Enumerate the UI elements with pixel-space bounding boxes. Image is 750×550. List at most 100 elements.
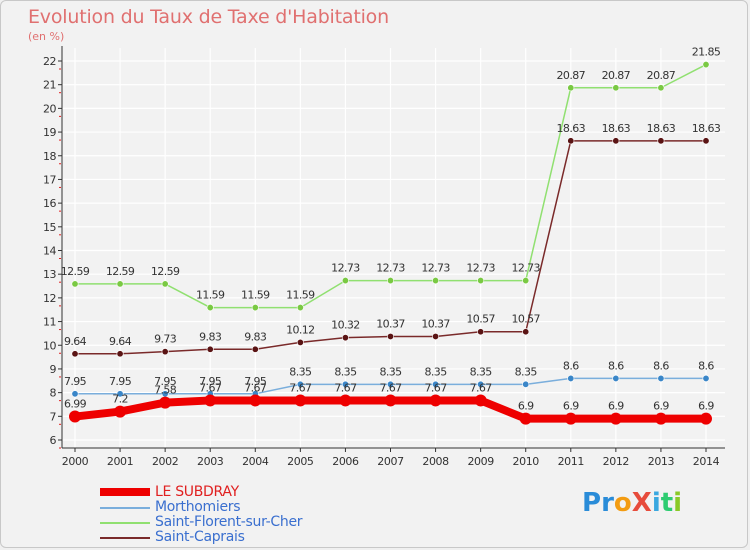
data-point xyxy=(702,374,710,382)
data-point xyxy=(654,412,667,425)
data-label: 7.67 xyxy=(289,381,312,394)
data-label: 8.35 xyxy=(289,365,312,378)
data-point xyxy=(251,304,259,312)
data-point xyxy=(474,394,487,407)
data-label: 10.57 xyxy=(511,313,540,326)
data-label: 8.35 xyxy=(470,365,493,378)
data-label: 8.35 xyxy=(379,365,402,378)
data-label: 6.99 xyxy=(64,398,87,411)
data-point xyxy=(567,84,575,92)
data-label: 7.95 xyxy=(244,375,267,388)
data-point xyxy=(114,405,127,418)
y-tick-label: 12 xyxy=(43,292,56,305)
y-tick-label: 9 xyxy=(50,363,57,376)
x-tick-label: 2005 xyxy=(287,455,314,468)
x-tick-label: 2009 xyxy=(467,455,494,468)
chart-subtitle: (en %) xyxy=(28,30,65,43)
data-point xyxy=(702,61,710,69)
y-tick-label: 22 xyxy=(43,55,56,68)
data-point xyxy=(204,394,217,407)
data-label: 7.2 xyxy=(112,393,128,406)
data-label: 8.6 xyxy=(563,359,579,372)
data-label: 12.73 xyxy=(511,262,540,275)
data-point xyxy=(384,394,397,407)
data-label: 18.63 xyxy=(647,122,676,135)
x-tick-label: 2011 xyxy=(558,455,584,468)
data-point xyxy=(522,277,530,285)
x-tick-label: 2001 xyxy=(107,455,133,468)
y-tick-label: 13 xyxy=(43,268,56,281)
logo-letter: P xyxy=(582,488,602,518)
data-label: 7.95 xyxy=(109,375,132,388)
data-point xyxy=(71,390,79,398)
legend: LE SUBDRAY Morthomiers Saint-Florent-sur-C… xyxy=(100,485,400,545)
legend-swatch xyxy=(100,507,150,509)
data-point xyxy=(386,380,394,388)
data-label: 9.64 xyxy=(64,335,87,348)
data-point xyxy=(206,304,214,312)
data-label: 7.67 xyxy=(199,381,222,394)
data-point xyxy=(386,332,394,340)
data-label: 9.64 xyxy=(109,335,132,348)
data-label: 12.73 xyxy=(421,262,450,275)
data-label: 11.59 xyxy=(286,289,315,302)
data-label: 20.87 xyxy=(647,69,676,82)
data-point xyxy=(294,394,307,407)
data-point xyxy=(477,380,485,388)
logo-letter: o xyxy=(613,488,632,518)
data-label: 12.59 xyxy=(106,265,135,278)
x-tick-label: 2013 xyxy=(648,455,675,468)
y-tick-label: 20 xyxy=(43,102,56,115)
data-point xyxy=(161,280,169,288)
data-label: 12.59 xyxy=(61,265,90,278)
data-point xyxy=(71,350,79,358)
data-point xyxy=(522,380,530,388)
y-tick-label: 18 xyxy=(43,150,56,163)
data-label: 20.87 xyxy=(557,69,586,82)
data-label: 11.59 xyxy=(241,289,270,302)
data-point xyxy=(612,84,620,92)
data-label: 7.67 xyxy=(425,381,448,394)
logo-letter: X xyxy=(631,488,652,518)
data-point xyxy=(116,350,124,358)
x-tick-label: 2012 xyxy=(603,455,629,468)
series-layer xyxy=(69,61,712,425)
data-point xyxy=(341,334,349,342)
data-label: 10.37 xyxy=(421,317,450,330)
proxiti-logo: ProXiti xyxy=(582,488,682,518)
legend-item: Morthomiers xyxy=(100,500,400,515)
data-label: 9.83 xyxy=(199,330,222,343)
data-label: 20.87 xyxy=(602,69,631,82)
data-point xyxy=(609,412,622,425)
data-label: 18.63 xyxy=(692,122,721,135)
data-label: 7.95 xyxy=(154,375,177,388)
data-point xyxy=(657,84,665,92)
data-label: 8.35 xyxy=(425,365,448,378)
data-label: 9.83 xyxy=(244,330,267,343)
data-point xyxy=(612,374,620,382)
data-point xyxy=(657,137,665,145)
data-label: 18.63 xyxy=(602,122,631,135)
data-label: 8.35 xyxy=(515,365,538,378)
data-point xyxy=(612,137,620,145)
data-point xyxy=(522,328,530,336)
data-label: 7.95 xyxy=(199,375,222,388)
data-label-layer: 12.59 12.59 12.59 11.59 11.59 11.59 12.73 12.73… xyxy=(61,46,722,413)
data-label: 18.63 xyxy=(557,122,586,135)
data-label: 7.95 xyxy=(64,375,87,388)
data-point xyxy=(339,394,352,407)
data-point xyxy=(432,277,440,285)
data-point xyxy=(159,396,172,409)
data-point xyxy=(341,380,349,388)
y-tick-label: 21 xyxy=(43,79,56,92)
grid-layer xyxy=(62,48,725,448)
data-label: 12.59 xyxy=(151,265,180,278)
data-label: 8.6 xyxy=(698,359,714,372)
data-point xyxy=(296,380,304,388)
data-point xyxy=(296,304,304,312)
data-label: 7.67 xyxy=(470,381,493,394)
data-point xyxy=(432,332,440,340)
data-point xyxy=(206,345,214,353)
data-label: 6.9 xyxy=(698,400,714,413)
data-point xyxy=(341,277,349,285)
